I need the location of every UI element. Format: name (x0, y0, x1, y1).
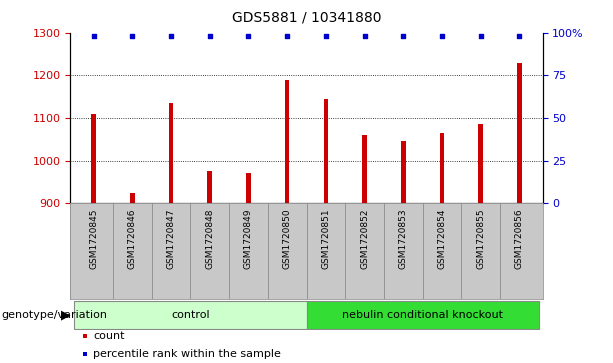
Text: GSM1720855: GSM1720855 (476, 208, 485, 269)
Bar (324, 99, 328, 203)
Point (89, 33, 99, 39)
FancyBboxPatch shape (74, 301, 306, 329)
FancyBboxPatch shape (306, 301, 539, 329)
Text: GSM1720852: GSM1720852 (360, 208, 369, 269)
Text: GSM1720849: GSM1720849 (244, 208, 253, 269)
Text: control: control (171, 310, 210, 320)
Bar (478, 125, 483, 203)
Point (476, 33, 485, 39)
Bar (207, 171, 212, 203)
Point (514, 33, 524, 39)
Point (437, 33, 447, 39)
Text: GSM1720847: GSM1720847 (167, 208, 175, 269)
Point (321, 33, 331, 39)
Text: GSM1720854: GSM1720854 (438, 208, 446, 269)
Bar (285, 79, 289, 203)
Text: GSM1720851: GSM1720851 (321, 208, 330, 269)
Text: GDS5881 / 10341880: GDS5881 / 10341880 (232, 11, 381, 25)
Point (360, 33, 370, 39)
Text: percentile rank within the sample: percentile rank within the sample (93, 349, 281, 359)
Text: GSM1720853: GSM1720853 (398, 208, 408, 269)
Text: genotype/variation: genotype/variation (1, 310, 107, 320)
Bar (169, 103, 173, 203)
Bar (401, 142, 406, 203)
Bar (91, 114, 96, 203)
Text: GSM1720848: GSM1720848 (205, 208, 215, 269)
Point (398, 33, 408, 39)
Bar (440, 133, 444, 203)
Point (243, 33, 253, 39)
Bar (362, 135, 367, 203)
Text: GSM1720845: GSM1720845 (89, 208, 98, 269)
Point (205, 33, 215, 39)
Bar (130, 193, 135, 203)
Point (166, 33, 176, 39)
Text: ▶: ▶ (61, 309, 70, 321)
Text: GSM1720846: GSM1720846 (128, 208, 137, 269)
Point (282, 33, 292, 39)
Text: GSM1720850: GSM1720850 (283, 208, 292, 269)
Text: GSM1720856: GSM1720856 (515, 208, 524, 269)
Point (128, 33, 137, 39)
Text: count: count (93, 331, 124, 341)
Text: nebulin conditional knockout: nebulin conditional knockout (342, 310, 503, 320)
Bar (517, 62, 522, 203)
Bar (246, 174, 251, 203)
